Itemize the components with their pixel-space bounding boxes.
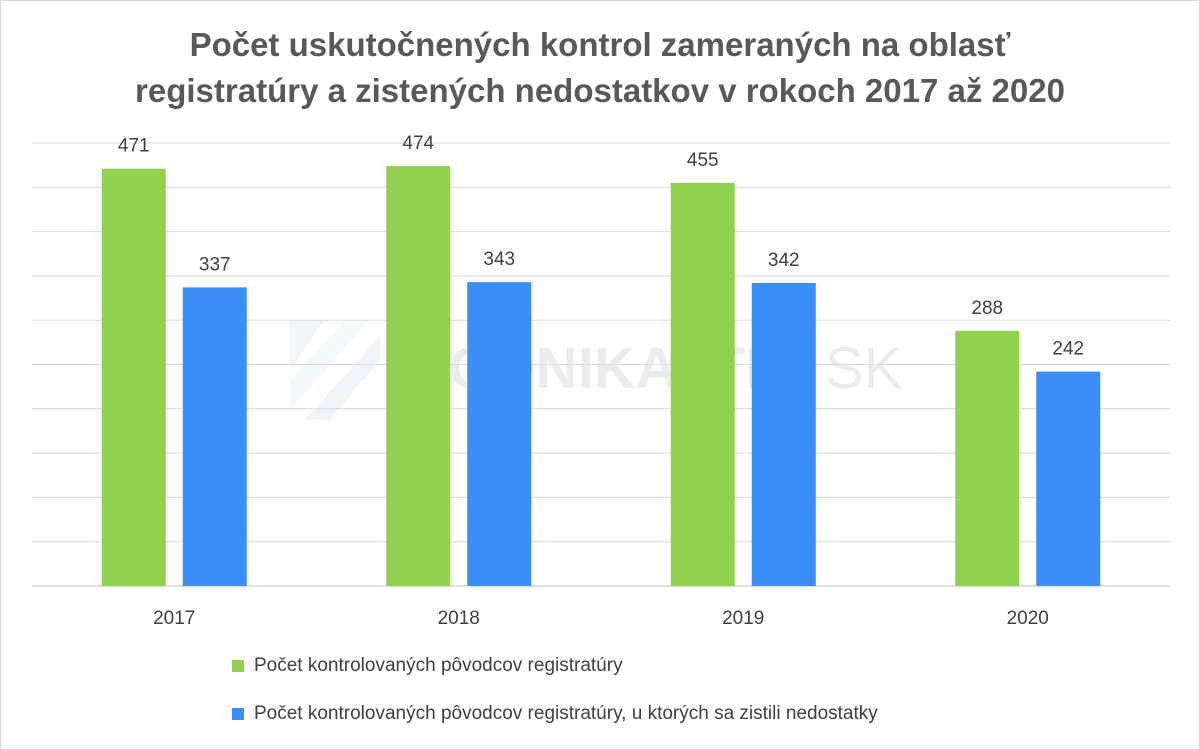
data-label-2020-series-2: 242 <box>1052 339 1084 360</box>
bar-2017-series-2 <box>182 287 247 586</box>
data-labels: 471 337 474 343 455 342 288 242 <box>118 133 1084 360</box>
bars <box>101 166 1101 586</box>
bar-2017-series-1 <box>101 168 166 586</box>
legend-label-series-2: Počet kontrolovaných pôvodcov registratú… <box>254 703 878 724</box>
legend-swatch-blue <box>232 708 244 720</box>
data-label-2018-series-2: 343 <box>483 249 515 270</box>
legend-item-series-2: Počet kontrolovaných pôvodcov registratú… <box>232 702 878 726</box>
x-tick-label-2018: 2018 <box>438 608 480 629</box>
x-tick-labels: 2017 2018 2019 2020 <box>153 608 1049 629</box>
legend: Počet kontrolovaných pôvodcov registratú… <box>232 654 878 750</box>
bar-2019-series-2 <box>751 282 816 586</box>
bar-2018-series-2 <box>467 282 532 586</box>
x-tick-label-2020: 2020 <box>1007 608 1049 629</box>
data-label-2017-series-2: 337 <box>199 254 231 275</box>
data-label-2020-series-1: 288 <box>971 298 1003 319</box>
data-label-2019-series-2: 342 <box>768 250 800 271</box>
bar-2019-series-1 <box>670 182 735 586</box>
bar-chart: 471 337 474 343 455 342 288 242 2017 2018 2019 202… <box>32 133 1170 629</box>
bar-2020-series-2 <box>1036 371 1101 586</box>
chart-title-line-2: registratúry a zistených nedostatkov v r… <box>135 72 1065 109</box>
bar-2018-series-1 <box>386 166 451 586</box>
bar-2020-series-1 <box>955 330 1020 586</box>
chart-title: Počet uskutočnených kontrol zameraných n… <box>0 22 1200 114</box>
x-tick-label-2019: 2019 <box>722 608 764 629</box>
data-label-2019-series-1: 455 <box>687 150 719 171</box>
x-tick-label-2017: 2017 <box>153 608 195 629</box>
legend-label-series-1: Počet kontrolovaných pôvodcov registratú… <box>254 655 623 676</box>
data-label-2018-series-1: 474 <box>402 133 434 154</box>
data-label-2017-series-1: 471 <box>118 136 150 157</box>
chart-title-line-1: Počet uskutočnených kontrol zameraných n… <box>189 26 1011 63</box>
legend-swatch-green <box>232 660 244 672</box>
legend-item-series-1: Počet kontrolovaných pôvodcov registratú… <box>232 654 878 678</box>
